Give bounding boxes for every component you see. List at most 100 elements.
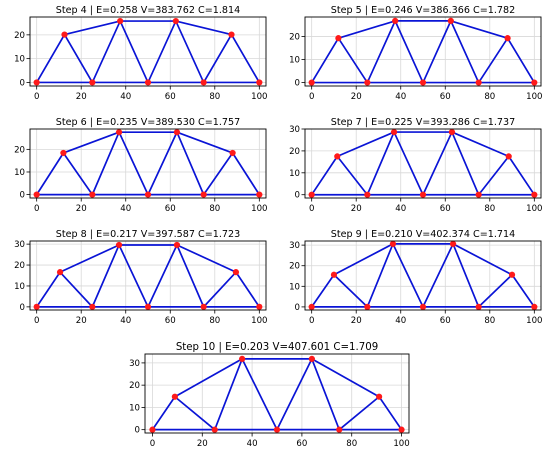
truss-node [390,128,398,136]
truss-member [477,273,513,308]
truss-member [333,243,394,276]
truss-node [398,426,405,433]
chart-title: Step 10 | E=0.203 V=407.601 C=1.709 [176,342,378,353]
x-tick-label: 20 [351,204,362,214]
truss-node [60,149,67,157]
x-tick-label: 80 [484,204,495,214]
truss-node [256,191,263,198]
truss-member [449,20,480,84]
x-tick-label: 40 [247,439,258,449]
truss-node [115,129,123,136]
truss-node [531,191,538,198]
plot-frame [304,16,542,87]
truss-member [422,20,452,84]
truss-member [451,131,510,158]
truss-member [231,152,261,196]
x-tick-label: 80 [209,204,220,214]
y-tick-label: 0 [295,191,300,201]
x-tick-label: 100 [526,92,542,102]
chart-title: Step 9 | E=0.210 V=402.374 C=1.714 [331,229,515,240]
x-tick-label: 60 [440,316,451,326]
truss-member [91,244,120,308]
truss-node [419,79,427,86]
chart-step-5: Step 5 | E=0.246 V=386.366 C=1.782 0 20 40 6… [275,0,550,110]
plot-frame [29,128,267,199]
x-tick-label: 100 [393,439,409,449]
truss-node [33,303,40,310]
truss-node [211,426,218,433]
x-tick-label: 100 [251,204,267,214]
plot-frame [144,353,410,434]
truss-node [419,191,427,198]
truss-node [531,303,538,311]
truss-node [33,191,40,198]
truss-member [394,20,424,84]
truss-node [308,191,315,198]
chart-step-7: Step 7 | E=0.225 V=393.286 C=1.737 0 20 40 6… [275,112,550,222]
y-tick-label: 0 [20,78,25,88]
truss-member [507,155,536,196]
truss-member [393,131,424,196]
x-tick-label: 60 [296,439,307,449]
truss-member [336,155,369,196]
y-tick-label: 10 [289,169,300,179]
plot-frame [304,240,542,311]
chart-step-4: Step 4 | E=0.258 V=383.762 C=1.814 0 20 40 6… [0,0,275,110]
truss-node [172,17,179,25]
x-tick-label: 40 [395,204,406,214]
x-tick-label: 20 [76,92,87,102]
truss-node [115,241,123,249]
truss-node [56,269,64,276]
x-tick-label: 0 [34,204,39,214]
truss-member [235,271,261,308]
truss-member [451,131,480,196]
x-tick-label: 60 [440,92,451,102]
truss-node [144,79,152,86]
y-tick-label: 20 [14,145,25,155]
truss-member [63,33,94,84]
y-tick-label: 30 [289,241,300,251]
x-tick-label: 0 [150,439,155,449]
x-tick-label: 20 [197,439,208,449]
x-tick-label: 100 [526,204,542,214]
truss-member [59,244,120,274]
truss-member [310,37,340,84]
truss-member [506,37,536,84]
y-tick-label: 30 [289,125,300,135]
truss-node [364,79,371,86]
truss-node [89,191,96,198]
truss-member [338,395,380,431]
x-tick-label: 60 [165,204,176,214]
truss-member [202,33,233,84]
truss-node [239,355,246,362]
truss-member [119,20,149,84]
truss-node [144,191,152,198]
truss-node [200,303,207,310]
truss-member [202,271,237,308]
truss-node [364,303,371,311]
truss-member [310,155,339,196]
truss-member [63,20,122,36]
x-tick-label: 0 [309,204,314,214]
truss-member [336,131,395,158]
truss-member [310,273,335,308]
truss-member [213,358,243,431]
truss-member [366,243,394,308]
truss-node [508,271,516,278]
x-tick-label: 40 [120,92,131,102]
truss-node [334,153,341,160]
chart-step-10: Step 10 | E=0.203 V=407.601 C=1.709 0 20 40… [118,336,418,457]
y-tick-label: 20 [289,33,300,43]
x-tick-label: 40 [120,204,131,214]
truss-member [35,152,65,196]
truss-node [229,149,236,157]
truss-member [337,37,369,84]
truss-member [311,358,341,431]
plot-frame [304,128,542,199]
truss-node [505,153,512,160]
plot-frame [29,16,267,87]
chart-title: Step 7 | E=0.225 V=393.286 C=1.737 [331,117,515,128]
truss-member [174,358,243,398]
truss-member [91,131,120,196]
truss-member [511,273,536,308]
